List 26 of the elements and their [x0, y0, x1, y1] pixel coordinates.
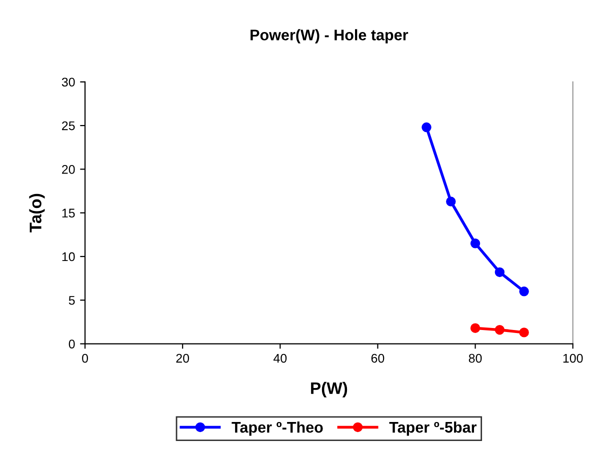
- point: [470, 323, 480, 333]
- point: [494, 324, 505, 335]
- x-tick-label: 60: [371, 354, 384, 363]
- y-tick-label: 20: [62, 165, 75, 174]
- y-axis-title: Ta(o): [29, 194, 45, 232]
- y-tick-label: 5: [68, 296, 75, 305]
- point: [470, 238, 480, 248]
- point: [422, 122, 432, 132]
- point: [519, 286, 529, 296]
- y-tick-label: 25: [62, 121, 75, 130]
- point: [519, 328, 529, 338]
- x-tick-label: 20: [176, 354, 190, 363]
- legend-label: Taper º-5bar: [389, 421, 477, 436]
- y-tick-label: 15: [62, 208, 75, 218]
- x-tick-label: 100: [563, 354, 583, 363]
- y-tick-label: 30: [62, 78, 75, 87]
- point: [446, 196, 456, 206]
- y-tick-label: 0: [68, 340, 75, 348]
- x-tick-label: 80: [468, 354, 482, 363]
- x-axis-title: P(W): [311, 382, 348, 398]
- y-tick-label: 10: [62, 252, 75, 262]
- chart-title: Power(W) - Hole taper: [250, 29, 408, 44]
- point: [494, 267, 505, 278]
- x-tick-label: 0: [82, 354, 88, 363]
- x-tick-label: 40: [273, 354, 287, 363]
- legend-label: Taper º-Theo: [232, 421, 323, 436]
